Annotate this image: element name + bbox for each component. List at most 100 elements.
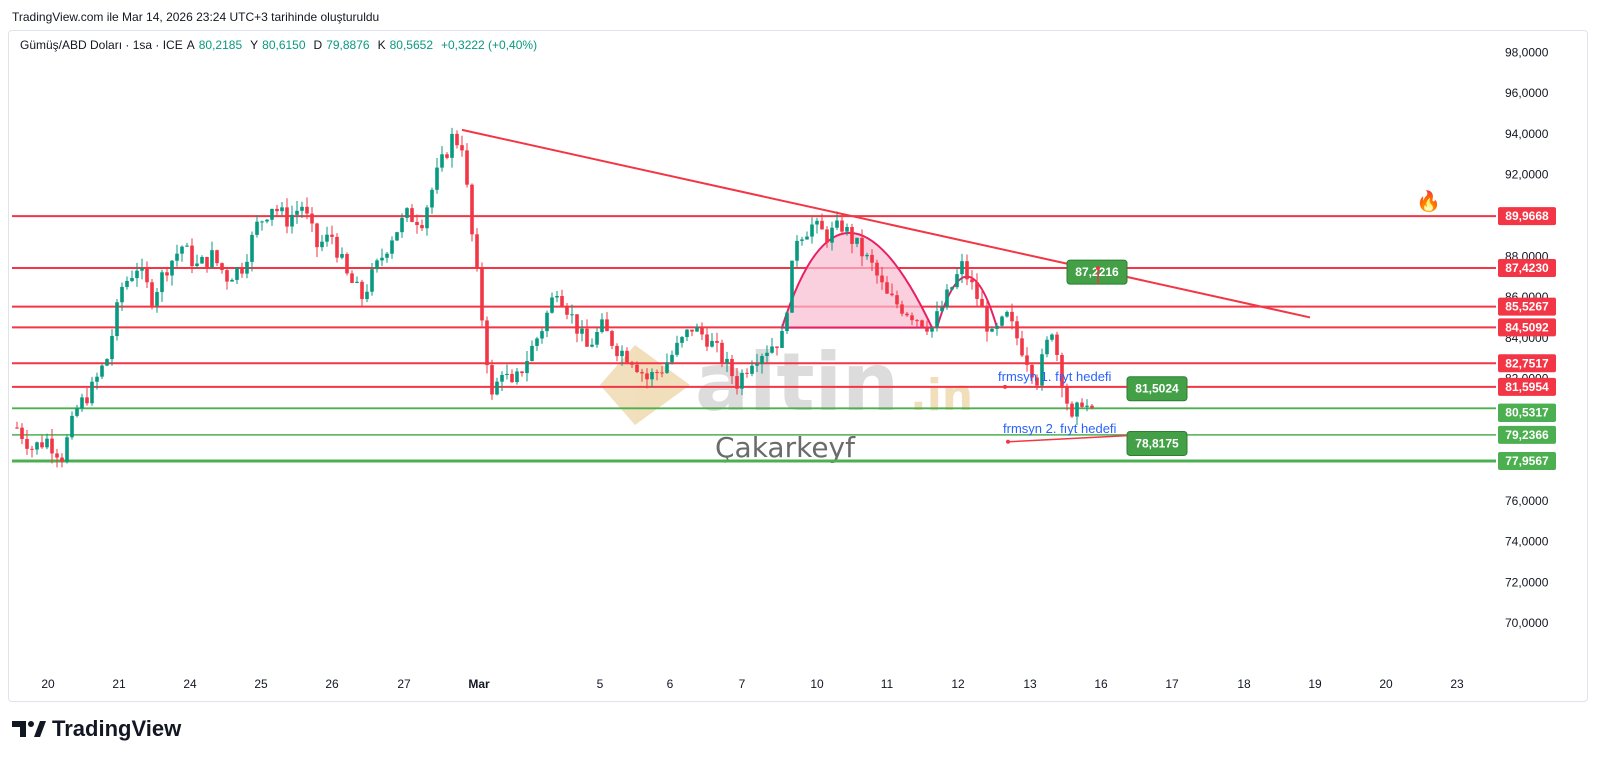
candle-body (800, 239, 804, 241)
candle-body (45, 438, 49, 448)
candle-body (150, 282, 154, 306)
candle-body (315, 223, 319, 248)
candle-body (445, 154, 449, 158)
candle-body (995, 325, 999, 329)
target-box (1126, 376, 1188, 402)
y-tick-label: 92,0000 (1505, 168, 1549, 182)
candle-body (1070, 403, 1074, 417)
candle-body (130, 278, 134, 281)
candle-body (790, 260, 794, 313)
candle-body (1015, 321, 1019, 339)
candle-body (375, 260, 379, 270)
candle-body (405, 208, 409, 218)
candle-body (545, 312, 549, 332)
candle-body (440, 154, 444, 168)
candle-body (230, 279, 234, 282)
candle-body (935, 311, 939, 328)
candle-body (595, 332, 599, 345)
candle-body (95, 376, 99, 382)
symbol-label[interactable]: Gümüş/ABD Doları · 1sa · ICE (20, 38, 183, 52)
candle-body (890, 293, 894, 296)
candle-body (455, 133, 459, 146)
candle-body (355, 281, 359, 283)
x-tick-label: 11 (881, 677, 894, 691)
candle-body (510, 373, 514, 383)
candle-body (125, 280, 129, 287)
candle-body (235, 267, 239, 280)
candle-body (195, 263, 199, 266)
x-tick-label: 10 (810, 677, 824, 691)
candle-body (620, 350, 624, 357)
candle-body (940, 307, 944, 312)
candle-body (975, 282, 979, 299)
candle-body (380, 257, 384, 261)
candle-body (30, 448, 34, 450)
candle-body (865, 254, 869, 257)
candle-body (515, 371, 519, 383)
candle-body (585, 328, 589, 347)
candle-body (705, 334, 709, 347)
candle-body (820, 220, 824, 230)
candle-body (290, 214, 294, 227)
candle-body (600, 319, 604, 333)
candle-body (1090, 405, 1094, 408)
target-1-point (1003, 384, 1007, 389)
candle-body (730, 358, 734, 377)
candle-body (460, 145, 464, 151)
candle-body (365, 291, 369, 300)
candle-body (20, 427, 24, 440)
candle-body (395, 232, 399, 241)
red-level-tag: 89,9668 (1505, 209, 1549, 223)
candle-body (80, 397, 84, 409)
candle-body (410, 208, 414, 222)
candle-body (660, 372, 664, 374)
candle-body (270, 208, 274, 220)
candle-body (850, 227, 854, 244)
candle-body (40, 442, 44, 448)
candle-body (370, 269, 374, 292)
candle-body (105, 359, 109, 366)
candle-body (90, 381, 94, 404)
candle-body (135, 270, 139, 279)
candle-body (830, 227, 834, 243)
candle-body (470, 184, 474, 235)
candle-body (580, 328, 584, 334)
candle-body (50, 438, 54, 454)
chart-frame[interactable] (8, 30, 1588, 702)
candle-body (1000, 316, 1004, 326)
candle-body (500, 374, 504, 382)
candle-body (725, 358, 729, 364)
y-tick-label: 76,0000 (1505, 494, 1549, 508)
candle-body (415, 221, 419, 226)
watermark-diamond-icon (600, 345, 690, 425)
candle-body (505, 373, 509, 375)
candle-body (900, 304, 904, 314)
y-tick-label: 94,0000 (1505, 127, 1549, 141)
candle-body (450, 133, 454, 158)
candle-body (925, 326, 929, 332)
header-caption: TradingView.com ile Mar 14, 2026 23:24 U… (12, 10, 380, 24)
candle-body (750, 365, 754, 374)
x-tick-label: 17 (1165, 677, 1179, 691)
candle-body (480, 268, 484, 321)
candle-body (880, 275, 884, 283)
candle-body (240, 267, 244, 274)
candle-body (855, 237, 859, 244)
x-tick-label: 13 (1023, 677, 1037, 691)
candle-body (145, 268, 149, 283)
candle-body (965, 261, 969, 280)
x-tick-label: 18 (1237, 677, 1251, 691)
candle-body (160, 272, 164, 293)
candle-body (645, 373, 649, 380)
candle-body (665, 362, 669, 373)
candle-body (75, 408, 79, 416)
candle-body (1065, 387, 1069, 404)
candle-body (875, 262, 879, 276)
candle-body (610, 331, 614, 346)
x-tick-label: 27 (397, 677, 411, 691)
target-value: 78,8175 (1135, 436, 1179, 450)
footer-brand: TradingView (52, 716, 182, 741)
candle-body (1050, 334, 1054, 340)
candle-body (990, 328, 994, 332)
